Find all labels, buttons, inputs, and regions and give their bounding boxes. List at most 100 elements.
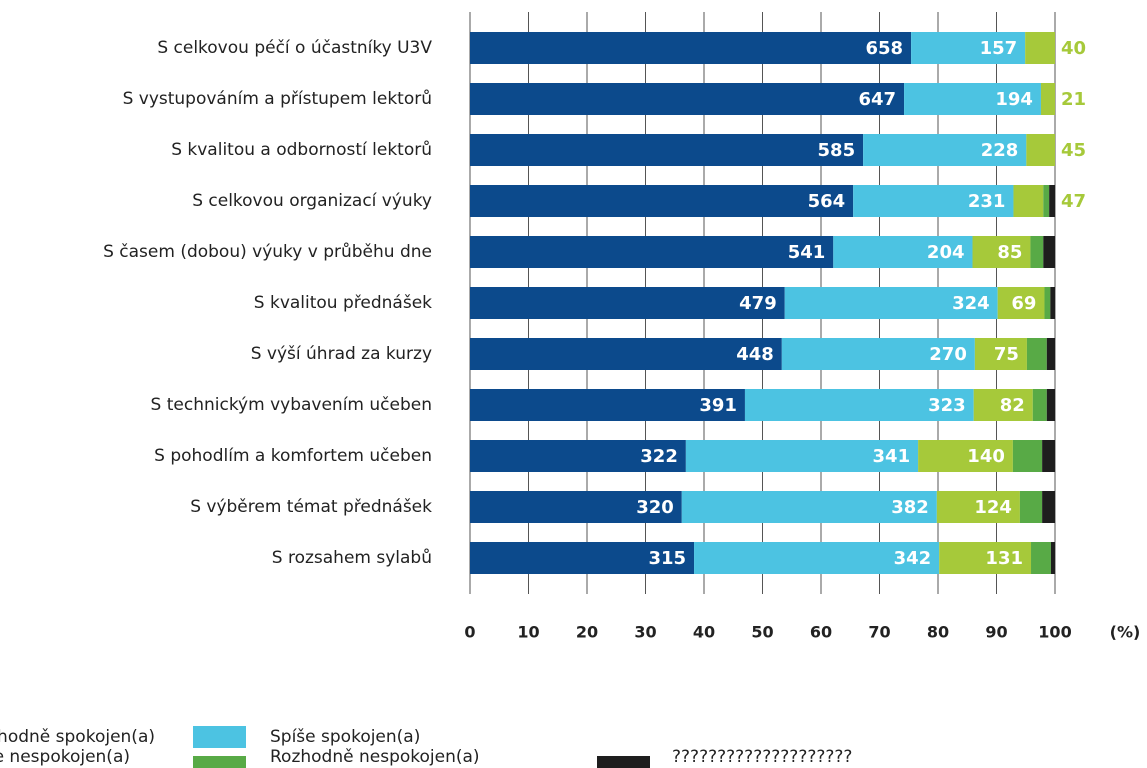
category-label: S kvalitou přednášek (254, 293, 432, 313)
value-label: 270 (929, 344, 967, 365)
category-label: S rozsahem sylabů (272, 548, 432, 568)
bar-segment (1031, 542, 1051, 574)
value-label: 231 (968, 191, 1006, 212)
legend-label: Rozhodně spokojen(a) (0, 727, 155, 747)
bar-segment (997, 287, 1045, 319)
value-label: 541 (788, 242, 826, 263)
x-tick-label: 50 (751, 623, 773, 642)
bar-segment (470, 236, 834, 268)
bar-segment (972, 236, 1031, 268)
value-label: 479 (739, 293, 777, 314)
bar-segment (1042, 491, 1055, 523)
bar-segment (470, 389, 745, 421)
bar-segment (1019, 491, 1043, 523)
value-label: 315 (648, 548, 686, 569)
category-label: S výší úhrad za kurzy (251, 344, 432, 364)
bar-segment (863, 134, 1027, 166)
value-label: 341 (873, 446, 911, 467)
value-label: 324 (952, 293, 990, 314)
category-label: S kvalitou a odborností lektorů (171, 140, 432, 160)
bar-segment (1050, 287, 1055, 319)
value-label: 322 (640, 446, 678, 467)
bar-segment (1049, 185, 1055, 217)
x-tick-label: 0 (464, 623, 475, 642)
bar-segment (1040, 83, 1055, 115)
x-tick-label: 70 (868, 623, 890, 642)
value-label: 69 (1011, 293, 1036, 314)
bar-segment (685, 440, 919, 472)
value-label: 204 (927, 242, 965, 263)
value-label: 85 (997, 242, 1022, 263)
value-label: 342 (894, 548, 932, 569)
x-tick-label: 90 (985, 623, 1007, 642)
value-label: 658 (866, 38, 904, 59)
category-label: S časem (dobou) výuky v průběhu dne (103, 242, 432, 262)
bar-segment (939, 542, 1032, 574)
bar-segment (1043, 185, 1050, 217)
bar-segment (1013, 185, 1044, 217)
x-tick-label: 30 (634, 623, 656, 642)
category-label: S výběrem témat přednášek (190, 497, 432, 517)
value-label: 45 (1061, 140, 1086, 161)
bar-segment (784, 287, 998, 319)
category-label: S pohodlím a komfortem učeben (154, 446, 432, 466)
legend-swatch (193, 756, 246, 768)
value-label: 391 (699, 395, 737, 416)
bar-segment (1026, 338, 1047, 370)
bar-segment (470, 83, 905, 115)
bar-segment (470, 338, 782, 370)
value-label: 228 (981, 140, 1019, 161)
bar-segment (681, 491, 937, 523)
value-label: 82 (1000, 395, 1025, 416)
category-label: S celkovou péčí o účastníky U3V (157, 38, 432, 58)
bar-segment (1042, 440, 1055, 472)
bar-segment (744, 389, 974, 421)
legend-swatch (193, 726, 246, 748)
x-axis-label: (%) (1110, 623, 1141, 642)
bar-segment (1025, 32, 1055, 64)
value-label: 131 (985, 548, 1023, 569)
value-label: 382 (891, 497, 929, 518)
value-label: 564 (808, 191, 846, 212)
legend-swatch (597, 756, 650, 768)
x-tick-label: 60 (810, 623, 832, 642)
bar-segment (974, 338, 1027, 370)
bar-segment (918, 440, 1013, 472)
bar-segment (470, 287, 785, 319)
bar-segment (694, 542, 940, 574)
x-tick-label: 80 (927, 623, 949, 642)
legend-label: ???????????????????? (672, 747, 852, 767)
bar-segment (1012, 440, 1043, 472)
bar-segment (1044, 287, 1051, 319)
x-tick-label: 20 (576, 623, 598, 642)
legend-label: Rozhodně nespokojen(a) (270, 747, 480, 767)
value-label: 40 (1061, 38, 1086, 59)
bar-segment (1046, 389, 1055, 421)
value-label: 157 (980, 38, 1018, 59)
bar-segment (853, 185, 1014, 217)
bar-segment (470, 440, 686, 472)
category-label: S vystupováním a přístupem lektorů (123, 89, 432, 109)
bar-segment (911, 32, 1026, 64)
bar-segment (936, 491, 1020, 523)
legend-label: Spíše spokojen(a) (270, 727, 420, 747)
value-label: 21 (1061, 89, 1086, 110)
value-label: 75 (994, 344, 1019, 365)
bar-segment (904, 83, 1041, 115)
category-label: S celkovou organizací výuky (192, 191, 432, 211)
bar-segment (1026, 134, 1055, 166)
bar-segment (973, 389, 1033, 421)
bar-segment (470, 32, 912, 64)
value-label: 320 (636, 497, 674, 518)
x-tick-label: 100 (1038, 623, 1071, 642)
category-label: S technickým vybavením učeben (151, 395, 432, 415)
bar-segment (833, 236, 973, 268)
x-tick-label: 10 (517, 623, 539, 642)
bar-segment (470, 491, 682, 523)
bar-segment (1032, 389, 1047, 421)
bar-segment (470, 542, 695, 574)
value-label: 140 (967, 446, 1005, 467)
value-label: 323 (928, 395, 966, 416)
bar-segment (781, 338, 975, 370)
